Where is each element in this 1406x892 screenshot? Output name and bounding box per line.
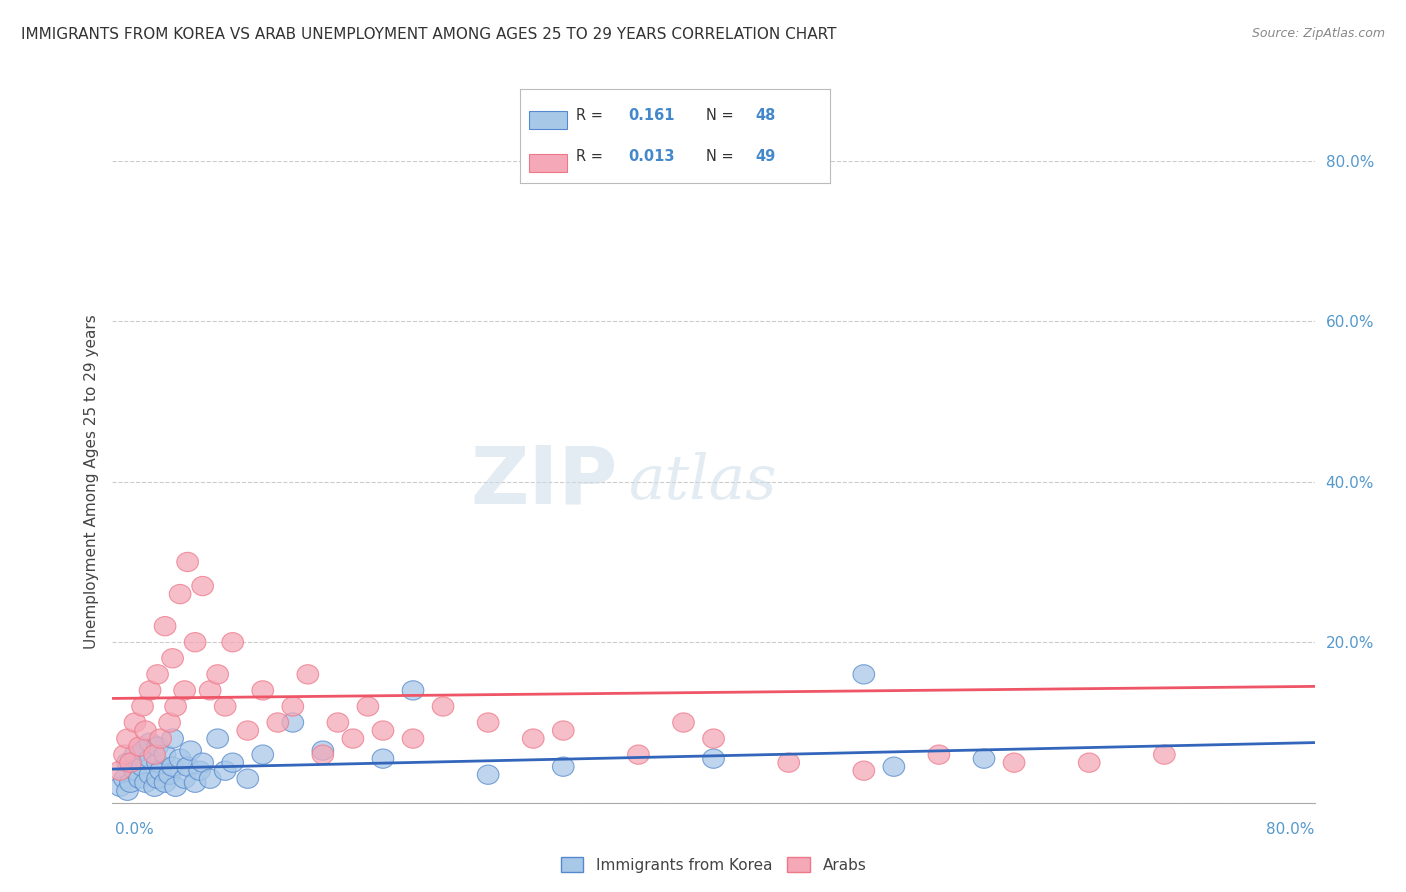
Text: Source: ZipAtlas.com: Source: ZipAtlas.com bbox=[1251, 27, 1385, 40]
Text: 0.013: 0.013 bbox=[628, 149, 675, 164]
Text: R =: R = bbox=[576, 108, 607, 123]
Bar bbox=[530, 111, 567, 128]
Text: 49: 49 bbox=[755, 149, 776, 164]
Text: N =: N = bbox=[706, 149, 738, 164]
Text: 0.161: 0.161 bbox=[628, 108, 675, 123]
Text: ZIP: ZIP bbox=[470, 442, 617, 521]
Text: atlas: atlas bbox=[630, 451, 778, 512]
Y-axis label: Unemployment Among Ages 25 to 29 years: Unemployment Among Ages 25 to 29 years bbox=[83, 314, 98, 649]
Legend: Immigrants from Korea, Arabs: Immigrants from Korea, Arabs bbox=[554, 850, 873, 879]
Text: R =: R = bbox=[576, 149, 607, 164]
Text: IMMIGRANTS FROM KOREA VS ARAB UNEMPLOYMENT AMONG AGES 25 TO 29 YEARS CORRELATION: IMMIGRANTS FROM KOREA VS ARAB UNEMPLOYME… bbox=[21, 27, 837, 42]
Text: 0.0%: 0.0% bbox=[115, 822, 155, 837]
Bar bbox=[530, 154, 567, 171]
Text: 48: 48 bbox=[755, 108, 776, 123]
Text: 80.0%: 80.0% bbox=[1267, 822, 1315, 837]
Text: N =: N = bbox=[706, 108, 738, 123]
